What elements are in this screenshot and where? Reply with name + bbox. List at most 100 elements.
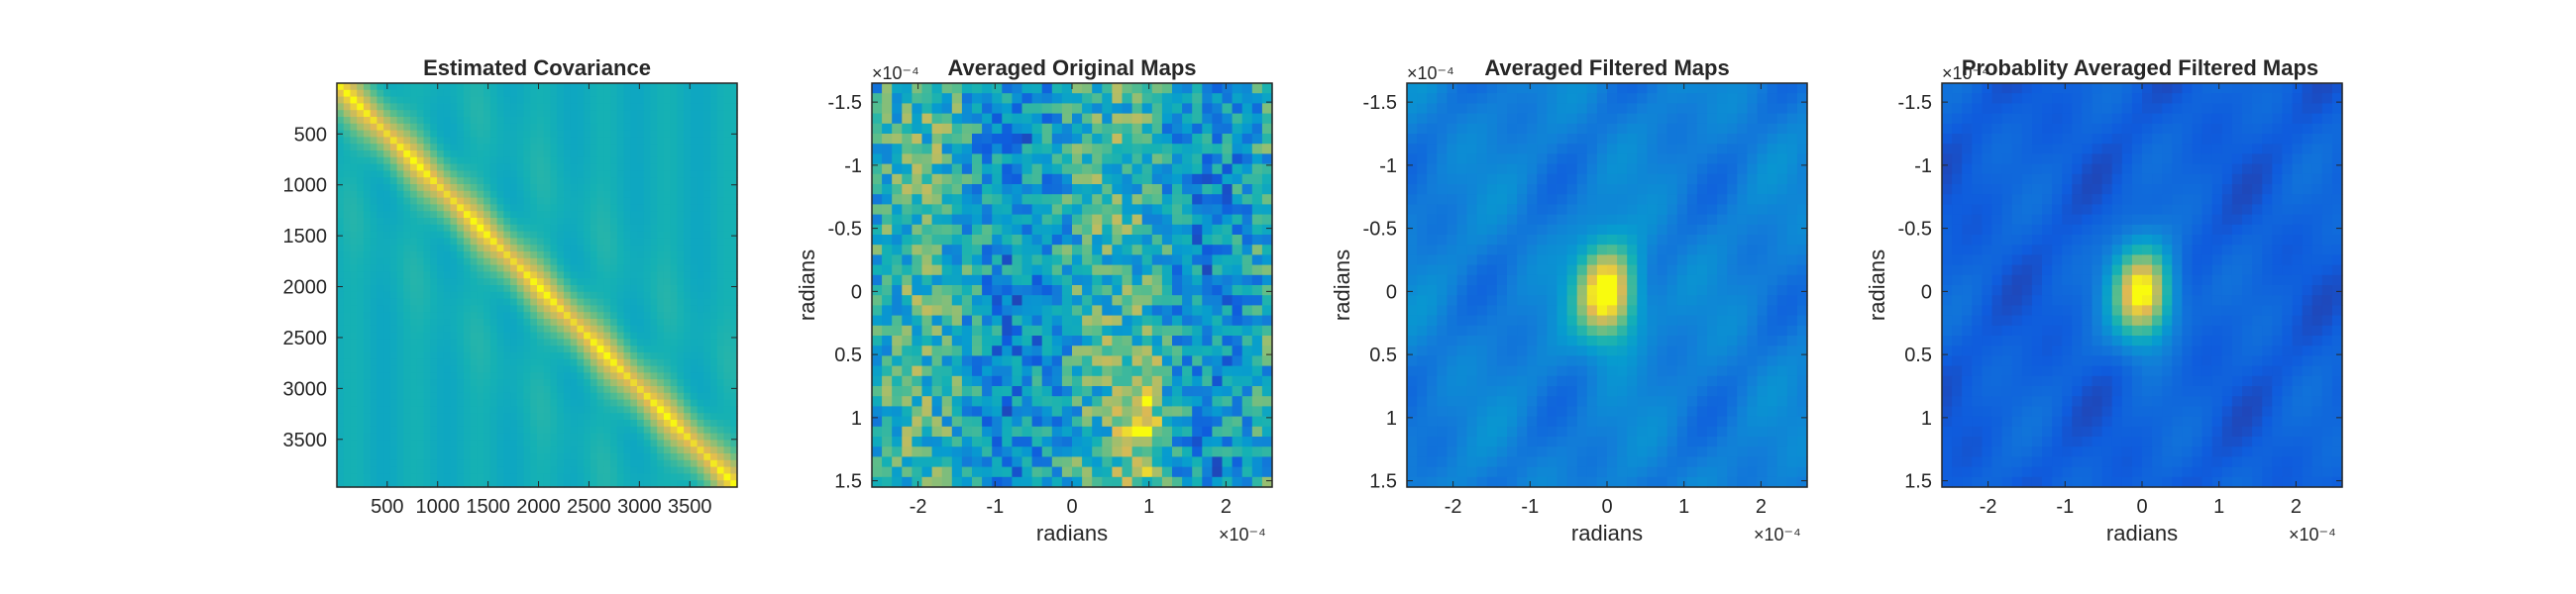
heatmap-cell	[537, 130, 545, 138]
heatmap-cell	[423, 346, 431, 353]
heatmap-cell	[697, 426, 704, 435]
heatmap-cell	[703, 231, 711, 239]
heatmap-cell	[643, 211, 652, 219]
heatmap-cell	[376, 117, 384, 125]
heatmap-cell	[596, 251, 604, 259]
heatmap-cell	[530, 305, 538, 313]
heatmap-cell	[1021, 113, 1033, 125]
heatmap-cell	[637, 305, 645, 313]
heatmap-cell	[697, 440, 704, 447]
heatmap-cell	[396, 426, 404, 435]
heatmap-cell	[716, 251, 725, 259]
heatmap-cell	[423, 446, 431, 454]
heatmap-cell	[363, 83, 372, 91]
heatmap-cell	[730, 386, 738, 394]
heatmap-cell	[383, 392, 391, 401]
heatmap-cell	[723, 89, 731, 98]
heatmap-cell	[590, 372, 598, 380]
heatmap-cell	[716, 473, 725, 481]
heatmap-cell	[902, 204, 912, 216]
heatmap-cell	[489, 177, 498, 185]
heatmap-cell	[389, 365, 398, 373]
heatmap-cell	[623, 110, 631, 118]
heatmap-cell	[1021, 355, 1033, 367]
heatmap-cell	[470, 238, 478, 246]
heatmap-cell	[396, 298, 404, 306]
heatmap-cell	[516, 89, 525, 98]
heatmap-cell	[357, 184, 365, 192]
heatmap-cell	[577, 473, 585, 481]
heatmap-cell	[630, 346, 638, 353]
heatmap-cell	[1092, 144, 1103, 154]
heatmap-cell	[1241, 305, 1253, 317]
heatmap-cell	[1261, 346, 1273, 356]
heatmap-cell	[443, 231, 452, 239]
heatmap-cell	[1012, 315, 1023, 327]
heatmap-cell	[457, 473, 465, 481]
heatmap-cell	[1251, 235, 1263, 246]
heatmap-cell	[416, 144, 425, 151]
heatmap-cell	[730, 83, 738, 91]
heatmap-cell	[437, 89, 445, 98]
heatmap-cell	[657, 96, 665, 104]
heatmap-cell	[423, 291, 431, 300]
heatmap-cell	[643, 358, 652, 367]
heatmap-cell	[677, 466, 685, 474]
heatmap-cell	[703, 365, 711, 373]
heatmap-cell	[716, 190, 725, 199]
heatmap-cell	[1061, 416, 1073, 428]
heatmap-cell	[1122, 355, 1133, 367]
heatmap-cell	[1131, 315, 1143, 327]
heatmap-cell	[657, 238, 665, 246]
heatmap-cell	[1232, 386, 1243, 397]
heatmap-cell	[1222, 336, 1234, 346]
heatmap-cell	[337, 352, 345, 360]
heatmap-cell	[1141, 346, 1153, 356]
heatmap-cell	[557, 163, 565, 171]
heatmap-cell	[437, 392, 445, 401]
heatmap-cell	[623, 257, 631, 266]
heatmap-cell	[510, 440, 518, 447]
heatmap-cell	[570, 83, 578, 91]
heatmap-cell	[690, 420, 698, 428]
heatmap-cell	[710, 305, 718, 313]
heatmap-cell	[350, 123, 358, 132]
heatmap-cell	[463, 358, 472, 367]
heatmap-cell	[677, 231, 685, 239]
heatmap-cell	[410, 144, 418, 151]
heatmap-cell	[690, 453, 698, 461]
heatmap-cell	[483, 406, 491, 414]
heatmap-cell	[557, 446, 565, 454]
heatmap-cell	[496, 245, 504, 252]
heatmap-cell	[389, 278, 398, 286]
heatmap-cell	[912, 224, 923, 236]
heatmap-cell	[690, 473, 698, 481]
heatmap-cell	[403, 150, 411, 158]
heatmap-cell	[523, 264, 531, 272]
heatmap-cell	[457, 211, 465, 219]
heatmap-cell	[363, 184, 372, 192]
heatmap-cell	[457, 440, 465, 447]
heatmap-cell	[363, 379, 372, 387]
heatmap-cell	[530, 480, 538, 488]
heatmap-cell	[1232, 396, 1243, 407]
heatmap-cell	[972, 285, 983, 296]
heatmap-cell	[1031, 173, 1043, 185]
heatmap-cell	[389, 426, 398, 435]
heatmap-cell	[931, 406, 943, 418]
heatmap-cell	[982, 305, 993, 317]
heatmap-cell	[882, 336, 893, 346]
heatmap-cell	[710, 218, 718, 226]
heatmap-cell	[1002, 406, 1013, 418]
heatmap-cell	[697, 278, 704, 286]
heatmap-cell	[650, 420, 658, 428]
heatmap-cell	[972, 396, 983, 407]
heatmap-cell	[710, 459, 718, 468]
heatmap-cell	[557, 137, 565, 145]
heatmap-cell	[982, 336, 993, 346]
heatmap-cell	[1241, 245, 1253, 255]
heatmap-cell	[643, 466, 652, 474]
heatmap-cell	[637, 372, 645, 380]
heatmap-cell	[723, 238, 731, 246]
heatmap-cell	[463, 170, 472, 178]
